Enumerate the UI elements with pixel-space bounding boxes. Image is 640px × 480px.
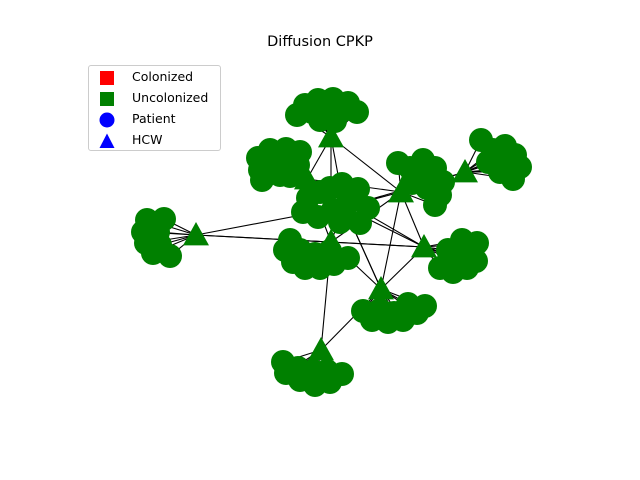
patient-circle-icon bbox=[99, 112, 115, 128]
hcw-node-4 bbox=[331, 194, 357, 218]
hcw-node-3 bbox=[452, 159, 478, 183]
chart-title: Diffusion CPKP bbox=[267, 34, 373, 50]
hcw-node-8 bbox=[368, 276, 394, 300]
patient-node-7-7 bbox=[148, 233, 172, 257]
legend-label-uncolonized: Uncolonized bbox=[132, 90, 209, 105]
edge-hcw-8-hcw-2 bbox=[380, 191, 402, 290]
patient-node-3-9 bbox=[488, 160, 512, 184]
legend-item-hcw: HCW bbox=[89, 130, 222, 150]
legend: Colonized Uncolonized Patient HCW bbox=[88, 65, 221, 151]
hcw-triangle-icon bbox=[99, 133, 115, 148]
patient-node-9-8 bbox=[315, 359, 339, 383]
uncolonized-square-icon bbox=[100, 92, 114, 106]
patient-node-8-8 bbox=[368, 298, 392, 322]
colonized-square-icon bbox=[100, 71, 114, 85]
legend-label-colonized: Colonized bbox=[132, 69, 194, 84]
legend-label-hcw: HCW bbox=[132, 132, 163, 147]
legend-item-colonized: Colonized bbox=[89, 67, 222, 87]
legend-item-uncolonized: Uncolonized bbox=[89, 88, 222, 108]
hcw-node-6 bbox=[411, 234, 437, 258]
hcw-nodes bbox=[183, 124, 478, 361]
hcw-node-9 bbox=[308, 337, 334, 361]
hcw-node-1 bbox=[294, 166, 320, 190]
hcw-node-7 bbox=[183, 222, 209, 246]
hcw-node-2 bbox=[388, 179, 414, 203]
legend-item-patient: Patient bbox=[89, 109, 222, 129]
hcw-node-0 bbox=[318, 124, 344, 148]
hcw-node-5 bbox=[318, 229, 344, 253]
patient-node-6-8 bbox=[456, 241, 480, 265]
patient-node-1-10 bbox=[278, 164, 302, 188]
patient-node-0-5 bbox=[345, 100, 369, 124]
legend-label-patient: Patient bbox=[132, 111, 176, 126]
patient-nodes bbox=[131, 87, 532, 397]
patient-node-0-10 bbox=[323, 109, 347, 133]
edge-hcw-7-hcw-6 bbox=[195, 234, 425, 248]
